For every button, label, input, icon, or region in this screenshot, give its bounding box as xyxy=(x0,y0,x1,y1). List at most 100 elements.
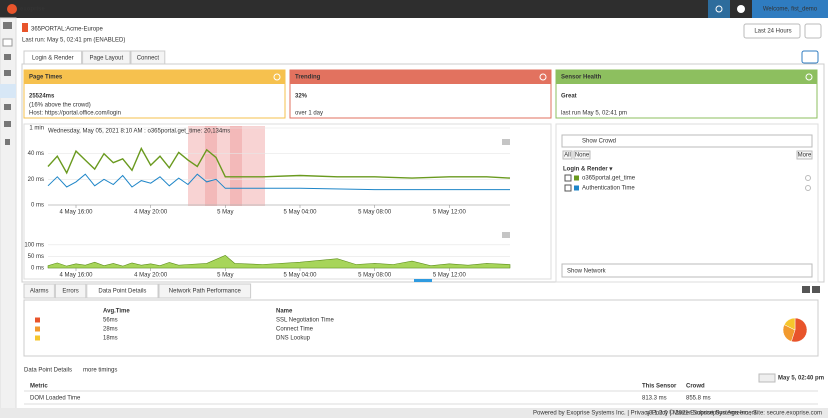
chart-panel xyxy=(23,123,552,280)
layout-icon[interactable] xyxy=(812,286,820,293)
x-tick-label: 5 May xyxy=(217,210,233,216)
footer-links[interactable]: Powered by Exoprise Systems Inc. | Priva… xyxy=(533,411,757,417)
brand: exoprise xyxy=(20,7,45,13)
alarm-band xyxy=(230,126,242,206)
user-menu[interactable] xyxy=(752,0,828,18)
tab-label[interactable]: Login & Render xyxy=(32,56,74,62)
x-tick-label: 5 May 12:00 xyxy=(433,210,467,216)
filter-label[interactable]: All xyxy=(564,153,571,159)
info-icon[interactable] xyxy=(737,5,745,13)
legend-label[interactable]: Authentication Time xyxy=(582,186,635,192)
network-label[interactable]: Show Network xyxy=(567,269,607,275)
x-tick-label: 5 May xyxy=(217,273,233,279)
legend-checkbox[interactable] xyxy=(564,184,572,192)
chart-menu[interactable] xyxy=(502,139,510,145)
alarm-band xyxy=(188,126,265,206)
download-button[interactable] xyxy=(804,23,822,39)
column-header: Name xyxy=(276,309,293,315)
range-button[interactable] xyxy=(743,23,801,39)
help-icon xyxy=(539,73,547,81)
layout-icon[interactable] xyxy=(802,286,810,293)
nav-icon[interactable] xyxy=(4,54,11,60)
top-bar xyxy=(0,0,828,18)
welcome[interactable]: Welcome, fist_demo xyxy=(763,7,818,13)
area xyxy=(47,254,511,269)
card-value: 32% xyxy=(295,94,308,100)
x-tick-label: 5 May 08:00 xyxy=(358,273,392,279)
tab-label[interactable]: Alarms xyxy=(30,289,49,295)
sidebar xyxy=(0,17,17,418)
chart-menu[interactable] xyxy=(502,232,510,238)
series-line xyxy=(47,173,510,191)
card-value: 25524ms xyxy=(29,94,55,100)
card-title: Trending xyxy=(295,75,321,81)
sensor-title: 365PORTAL:Acme-Europe xyxy=(31,27,103,33)
legend-help xyxy=(805,175,811,181)
crowd-label[interactable]: Show Crowd xyxy=(582,139,616,145)
timing-name: SSL Negotiation Time xyxy=(276,318,334,324)
x-tick-label: 4 May 16:00 xyxy=(59,210,93,216)
nav-icon[interactable] xyxy=(4,104,11,110)
nav-icon-active[interactable] xyxy=(0,84,16,98)
collapse-button[interactable] xyxy=(801,50,819,64)
sensor-icon xyxy=(22,23,28,32)
color-swatch xyxy=(35,326,40,332)
date-nav[interactable] xyxy=(758,373,776,383)
series-line xyxy=(47,146,511,179)
card-title: Page Times xyxy=(29,75,63,81)
details-date: May 5, 02:40 pm xyxy=(778,376,824,382)
tab-label[interactable]: Data Point Details xyxy=(98,289,146,295)
x-tick-label: 5 May 08:00 xyxy=(358,210,392,216)
tab[interactable] xyxy=(54,283,87,299)
y-tick-label: 50 ms xyxy=(28,254,44,260)
tooltip: Wednesday, May 05, 2021 8:10 AM : o365po… xyxy=(48,129,230,135)
color-swatch xyxy=(35,335,40,341)
filter-button[interactable] xyxy=(796,150,813,160)
cell: DOM Loaded Time xyxy=(30,396,81,402)
resize-handle[interactable] xyxy=(414,279,432,282)
tab-label[interactable]: Network Path Performance xyxy=(169,289,242,295)
crowd-select[interactable] xyxy=(561,134,813,148)
tab[interactable] xyxy=(82,50,131,65)
nav-icon[interactable] xyxy=(2,38,13,47)
y-tick-label: 20 ms xyxy=(28,177,44,183)
last-run: Last run: May 5, 02:41 pm (ENABLED) xyxy=(22,38,125,44)
nav-icon[interactable] xyxy=(5,139,10,145)
column-header: Crowd xyxy=(686,384,705,390)
legend-checkbox[interactable] xyxy=(564,174,572,182)
card-header xyxy=(24,70,285,84)
card-header xyxy=(290,70,551,84)
card-header xyxy=(556,70,817,84)
card-line: (16% above the crowd) xyxy=(29,103,91,109)
more-timings-link[interactable]: more timings xyxy=(83,368,117,374)
tab-label[interactable]: Page Layout xyxy=(89,56,123,62)
column-header: Avg.Time xyxy=(103,309,130,315)
nav-icon[interactable] xyxy=(4,70,11,76)
legend-swatch xyxy=(574,185,579,191)
card-line: Host: https://portal.office.com/login xyxy=(29,111,121,117)
filter-label[interactable]: None xyxy=(575,153,590,159)
tab[interactable] xyxy=(130,50,166,65)
tab-active[interactable] xyxy=(23,50,83,65)
timing-name: Connect Time xyxy=(276,327,314,333)
tab-active[interactable] xyxy=(86,283,159,299)
card-title: Sensor Health xyxy=(561,75,602,81)
legend-label[interactable]: o365portal.get_time xyxy=(582,176,636,182)
filter-label[interactable]: More xyxy=(798,153,812,159)
timings-panel xyxy=(23,299,819,357)
tab[interactable] xyxy=(158,283,252,299)
tab-label[interactable]: Connect xyxy=(137,56,160,62)
avg-time: 28ms xyxy=(103,327,118,333)
section-title: Data Point Details xyxy=(24,368,72,374)
tab[interactable] xyxy=(23,283,55,299)
range-label[interactable]: Last 24 Hours xyxy=(754,29,791,35)
network-select[interactable] xyxy=(561,263,813,278)
group-label: Login & Render ▾ xyxy=(563,167,613,173)
tab-label[interactable]: Errors xyxy=(62,289,78,295)
nav-icon[interactable] xyxy=(3,22,12,29)
search-button[interactable] xyxy=(708,0,730,18)
filter-button[interactable] xyxy=(573,150,591,160)
nav-icon[interactable] xyxy=(4,121,11,127)
filter-button[interactable] xyxy=(562,150,573,160)
series-panel xyxy=(555,123,819,283)
